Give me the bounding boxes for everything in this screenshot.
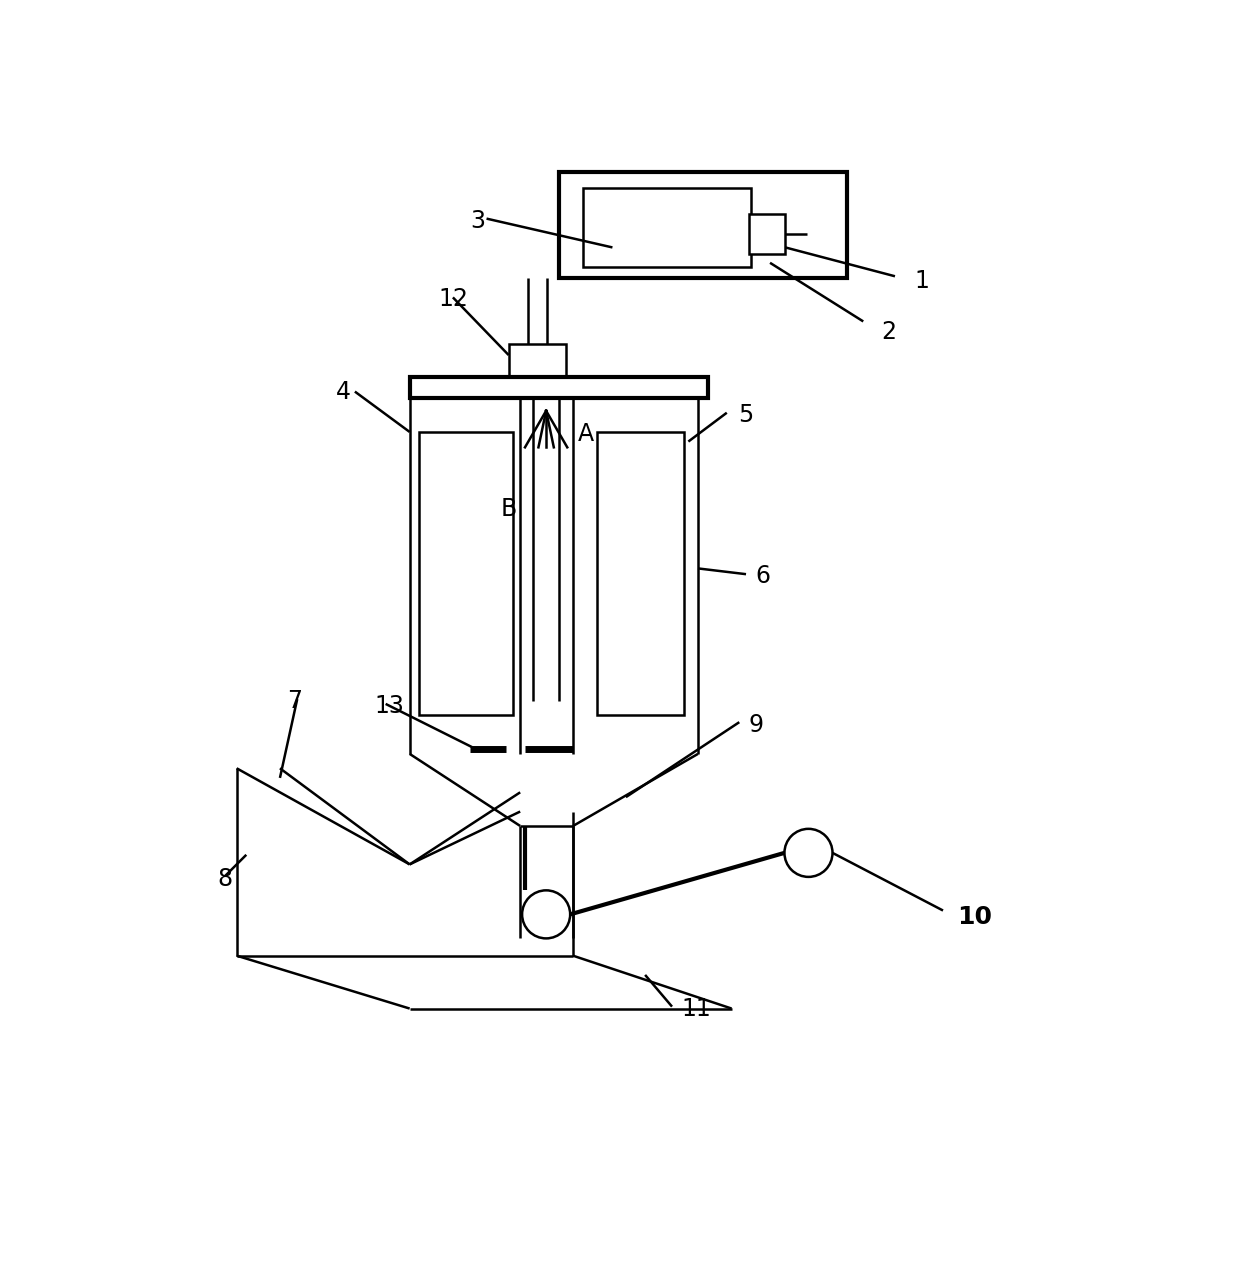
Text: 13: 13 [374,694,404,717]
Text: 10: 10 [957,906,992,929]
Text: 3: 3 [470,209,485,233]
Text: 2: 2 [882,320,897,344]
Text: 7: 7 [288,689,303,713]
Text: B: B [501,497,517,521]
Text: 6: 6 [755,564,770,589]
Text: 9: 9 [749,713,764,738]
Bar [419,432,513,716]
Text: 11: 11 [682,996,712,1020]
Bar [508,344,567,377]
Bar [596,432,683,716]
Text: 1: 1 [914,269,929,293]
Bar [749,214,785,255]
Bar [583,187,750,266]
Text: A: A [578,422,594,446]
Bar [558,172,847,278]
Text: 12: 12 [439,288,469,311]
Bar [409,377,708,399]
Text: 5: 5 [738,403,754,427]
Text: 4: 4 [336,380,351,404]
Text: 8: 8 [217,866,233,891]
